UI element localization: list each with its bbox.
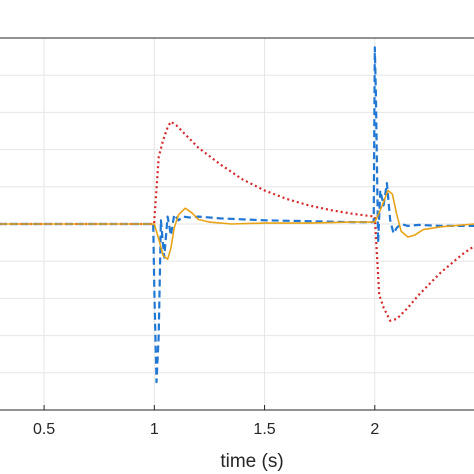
x-tick-label: 1 <box>150 421 159 438</box>
x-ticks: 0.5 1 1.5 2 <box>33 405 379 438</box>
series-layer <box>0 46 474 384</box>
series-line-dashed <box>0 46 474 384</box>
series-line-solid <box>0 189 474 261</box>
x-axis-title: time (s) <box>220 451 283 472</box>
x-tick-label: 1.5 <box>253 421 275 438</box>
x-tick-label: 0.5 <box>33 421 55 438</box>
x-tick-label: 2 <box>370 421 379 438</box>
